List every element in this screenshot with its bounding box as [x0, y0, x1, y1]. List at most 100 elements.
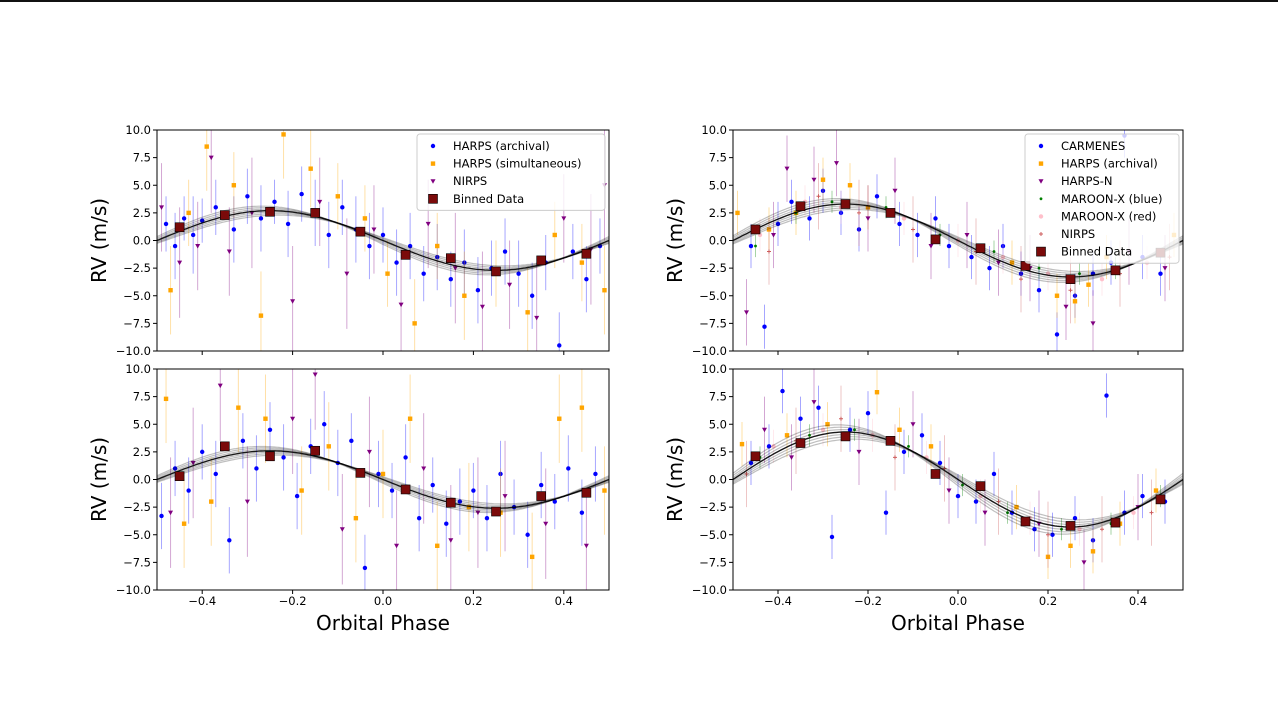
binned-point [400, 250, 411, 260]
data-point [579, 405, 585, 410]
data-point [1077, 527, 1082, 532]
model-curve [733, 198, 1183, 283]
y-tick-label: −5.0 [123, 289, 151, 303]
data-point [1104, 393, 1109, 398]
data-point [258, 216, 264, 221]
data-point [190, 460, 196, 466]
data-point [362, 216, 368, 221]
series-nirps [168, 369, 589, 590]
data-point [479, 304, 485, 310]
model-curve [733, 203, 1183, 278]
data-point [816, 194, 821, 199]
data-point [1072, 293, 1078, 298]
data-point [339, 527, 345, 532]
data-point [412, 321, 417, 326]
data-point [964, 232, 970, 238]
data-point [326, 444, 331, 449]
y-tick-label: 7.5 [709, 151, 727, 165]
y-tick-label: 7.5 [133, 390, 151, 404]
binned-point [840, 431, 851, 442]
data-point [217, 383, 223, 389]
y-tick-label: −7.5 [699, 555, 727, 569]
data-point [529, 554, 535, 560]
data-point [475, 288, 481, 293]
model-curve [157, 210, 609, 271]
binned-point [885, 208, 896, 218]
data-point [1100, 527, 1104, 532]
data-point [1158, 271, 1163, 276]
y-tick-label: 7.5 [133, 151, 151, 165]
data-point [244, 499, 250, 505]
data-point [448, 538, 454, 543]
legend-marker [1038, 143, 1044, 149]
legend-item: CARMENES [1038, 139, 1125, 153]
data-point [579, 260, 585, 265]
y-tick-label: 2.5 [709, 445, 727, 459]
data-point [820, 177, 826, 182]
data-point [200, 218, 205, 223]
x-tick-label: 0.4 [1129, 594, 1147, 608]
binned-point [840, 199, 851, 209]
model-curve [733, 433, 1183, 526]
binned-point [1020, 516, 1031, 527]
data-point [209, 499, 214, 504]
data-point [789, 455, 794, 460]
legend-item: NIRPS [430, 174, 487, 188]
x-tick-label: −0.2 [279, 594, 307, 608]
data-point [471, 488, 476, 493]
model-curve [733, 429, 1183, 530]
data-point [771, 444, 776, 449]
data-point [272, 199, 277, 205]
binned-point [310, 208, 321, 218]
data-point [593, 471, 598, 477]
data-point [394, 543, 400, 549]
legend-label: HARPS (simultaneous) [453, 157, 581, 171]
data-point [294, 493, 300, 499]
binned-point [355, 468, 366, 478]
series-carmenes [748, 369, 1168, 563]
plot-area [157, 130, 609, 351]
data-point [1068, 543, 1073, 548]
data-point [308, 166, 313, 171]
data-point [200, 449, 205, 455]
legend-label: CARMENES [1061, 139, 1125, 153]
data-point [602, 288, 607, 293]
data-point [263, 416, 268, 421]
data-point [1019, 277, 1023, 282]
data-point [317, 199, 323, 205]
x-tick-label: 0.4 [555, 594, 573, 608]
data-point [973, 499, 979, 504]
data-point [825, 422, 830, 427]
data-point [1072, 299, 1078, 304]
model-curve [157, 208, 609, 273]
legend-marker [430, 179, 436, 184]
data-point [285, 221, 291, 227]
data-point [969, 254, 974, 260]
data-point [416, 515, 422, 521]
data-point [1090, 321, 1096, 326]
binned-point [265, 206, 275, 217]
binned-point [930, 234, 941, 245]
model-curve [157, 450, 609, 509]
data-point [181, 216, 187, 221]
data-point [335, 194, 340, 199]
data-point [847, 183, 853, 188]
data-point [933, 216, 938, 221]
data-point [168, 510, 174, 516]
legend-marker [1036, 246, 1046, 257]
legend-label: Binned Data [453, 192, 524, 206]
data-point [1078, 272, 1081, 276]
y-tick-label: −2.5 [123, 261, 151, 275]
data-point [748, 243, 754, 249]
data-point [281, 132, 286, 137]
data-point [552, 232, 557, 238]
legend-frame [1024, 133, 1180, 264]
data-point [240, 438, 246, 444]
data-point [394, 260, 399, 265]
data-point [996, 260, 1001, 266]
model-curve [157, 213, 609, 268]
data-point [996, 499, 1001, 504]
data-point [1140, 493, 1145, 499]
data-point [570, 249, 576, 254]
binned-point [750, 224, 761, 235]
